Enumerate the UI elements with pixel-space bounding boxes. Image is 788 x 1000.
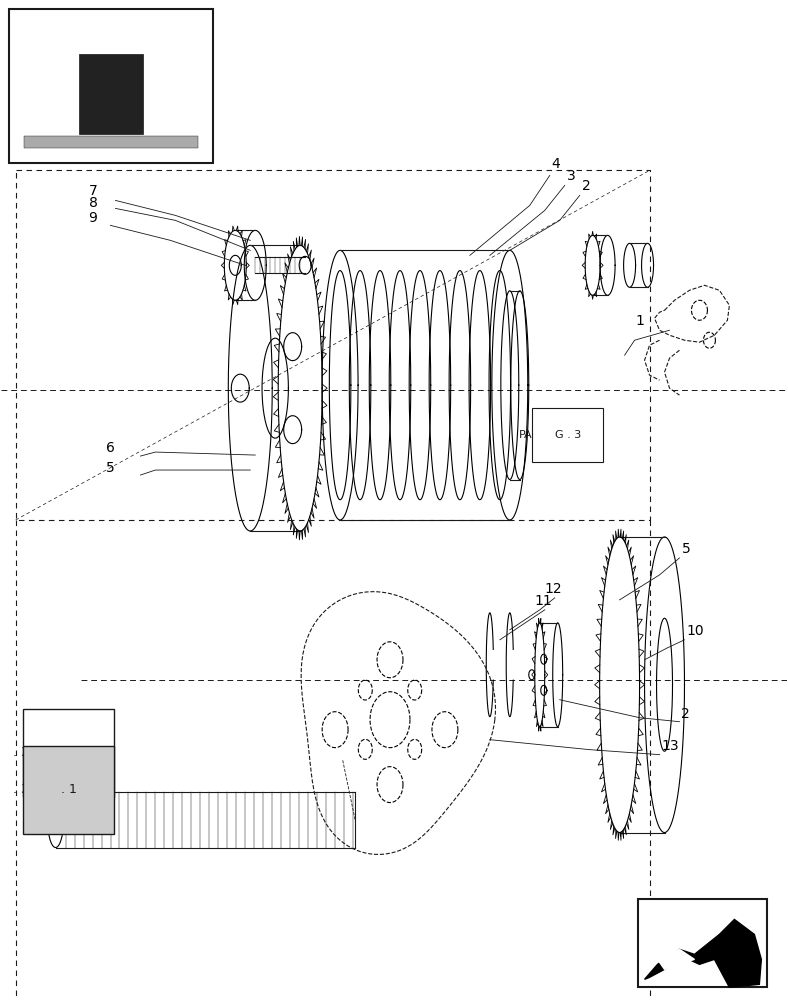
Text: . 0: . 0 [61, 746, 76, 759]
Text: . 3 2: . 3 2 [13, 746, 41, 759]
Text: G . 3: G . 3 [555, 430, 581, 440]
Text: PA: PA [519, 430, 533, 440]
Text: 1: 1 [636, 314, 645, 328]
Text: 8: 8 [88, 196, 98, 210]
Polygon shape [657, 949, 694, 969]
Text: 7: 7 [88, 184, 97, 198]
Text: 13: 13 [662, 739, 679, 753]
Text: 5: 5 [106, 461, 114, 475]
Text: 6: 6 [106, 441, 114, 455]
Text: 12: 12 [545, 582, 563, 596]
Polygon shape [645, 919, 761, 987]
Bar [637, 899, 768, 987]
Text: 9: 9 [88, 211, 98, 225]
Text: . 1: . 1 [61, 783, 76, 796]
Text: 2: 2 [682, 707, 690, 721]
Text: 4: 4 [552, 157, 560, 171]
Text: 5: 5 [682, 542, 690, 556]
Text: 3: 3 [567, 169, 575, 183]
Text: 10: 10 [686, 624, 704, 638]
Text: 2: 2 [582, 179, 590, 193]
Text: . 3 2: . 3 2 [13, 783, 41, 796]
Bar [24, 136, 199, 148]
Bar [79, 54, 143, 134]
Bar [9, 9, 214, 163]
Text: 11: 11 [535, 594, 552, 608]
